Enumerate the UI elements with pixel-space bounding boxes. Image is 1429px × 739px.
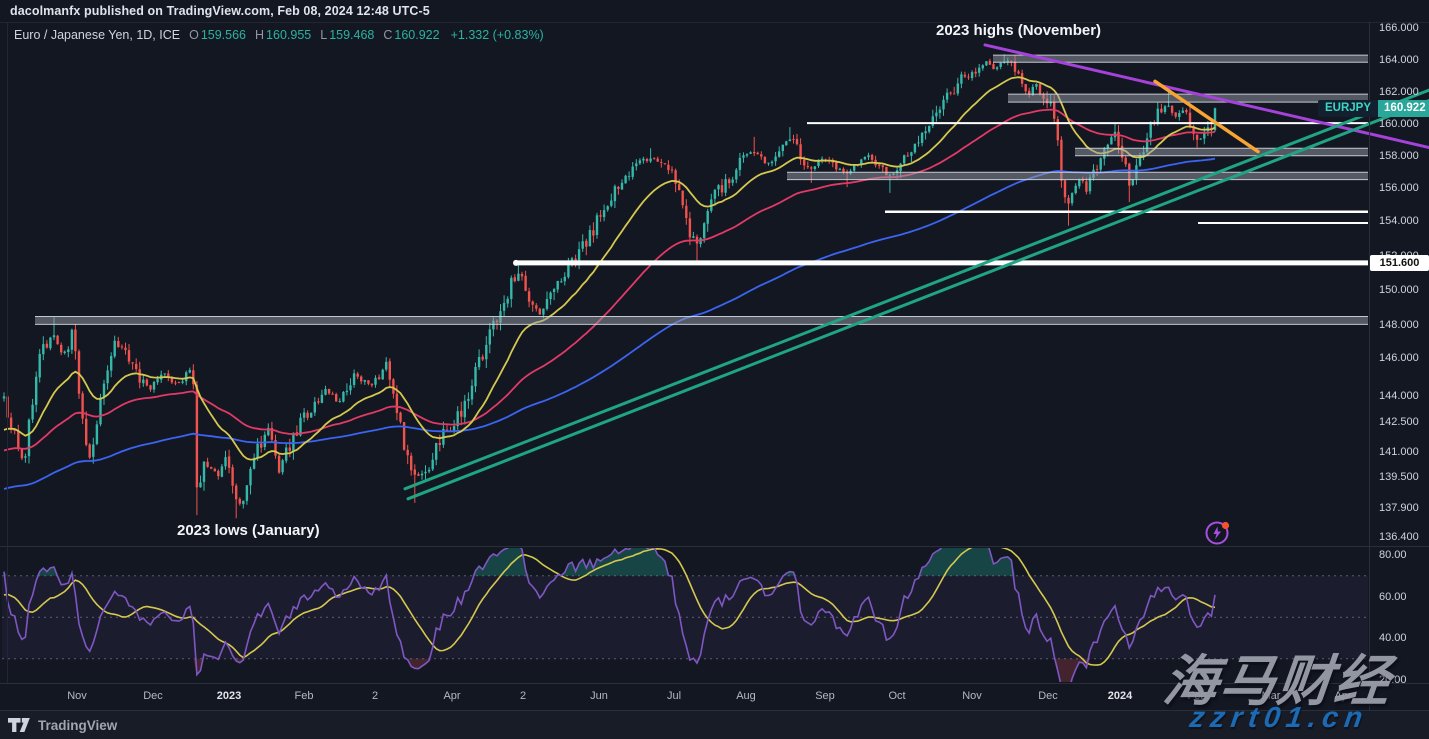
time-axis-month-label: Jun bbox=[590, 690, 608, 702]
indicator-axis-label: 40.00 bbox=[1379, 632, 1407, 644]
up-candle-bodies bbox=[2, 60, 1217, 505]
published-byline: dacolmanfx published on TradingView.com,… bbox=[10, 4, 430, 18]
indicator-axis[interactable]: 80.00 60.00 40.00 20.00 bbox=[1373, 0, 1429, 739]
indicator-axis-label: 20.00 bbox=[1379, 674, 1407, 686]
ascending-channel-upper[interactable] bbox=[403, 88, 1429, 491]
supply-demand-zone[interactable] bbox=[35, 316, 1368, 325]
ohlc-high: H 160.955 bbox=[255, 28, 312, 42]
price-axis-label: 158.000 bbox=[1379, 150, 1419, 162]
price-axis-label: 150.000 bbox=[1379, 284, 1419, 296]
time-axis-month-label: 2 bbox=[519, 690, 527, 702]
time-axis-divider bbox=[0, 683, 1429, 684]
price-axis-label: 162.000 bbox=[1379, 86, 1419, 98]
time-axis-month-label: Apr bbox=[1334, 690, 1352, 702]
ascending-channel-lower[interactable] bbox=[406, 99, 1429, 501]
price-axis-label: 144.000 bbox=[1379, 390, 1419, 402]
flash-icon-notification-dot bbox=[1221, 521, 1230, 530]
price-pane[interactable] bbox=[2, 54, 1368, 519]
footer-bar: TradingView bbox=[0, 710, 1429, 739]
header-divider bbox=[0, 22, 1429, 23]
last-price-symbol: EURJPY bbox=[1318, 100, 1379, 117]
time-axis-month-label: Dec bbox=[143, 690, 163, 702]
price-axis[interactable]: 166.000 164.000 162.000 160.000 158.000 156.0… bbox=[1373, 0, 1429, 739]
pinned-level-price-label: 151.600 bbox=[1370, 255, 1429, 271]
time-axis-month-label: Feb bbox=[294, 690, 314, 702]
drawings-layer[interactable] bbox=[403, 43, 1429, 501]
price-axis-label: 137.900 bbox=[1379, 502, 1419, 514]
lightning-bolt-icon bbox=[1213, 526, 1221, 540]
supply-demand-zone[interactable] bbox=[1075, 148, 1368, 156]
time-axis-month-label: Nov bbox=[962, 690, 982, 702]
flash-icon-circle bbox=[1205, 521, 1229, 545]
pane-divider bbox=[0, 546, 1429, 547]
time-axis-month-label: Sep bbox=[815, 690, 835, 702]
price-axis-label: 139.500 bbox=[1379, 471, 1419, 483]
time-axis-month-label: Mar bbox=[1261, 690, 1281, 702]
time-axis-month-label: Apr bbox=[443, 690, 461, 702]
rsi-smoothing-line[interactable] bbox=[3, 543, 1216, 666]
indicator-axis-label: 60.00 bbox=[1379, 591, 1407, 603]
time-axis-month-label: Dec bbox=[1038, 690, 1058, 702]
slow-ma-line[interactable] bbox=[3, 157, 1216, 490]
supply-demand-zone[interactable] bbox=[1008, 94, 1368, 103]
supply-demand-zone[interactable] bbox=[787, 172, 1368, 180]
price-axis-label: 148.000 bbox=[1379, 319, 1419, 331]
time-axis-year-label: 2023 bbox=[216, 690, 242, 702]
line-endpoint-handle[interactable] bbox=[513, 259, 519, 266]
tradingview-brand-label: TradingView bbox=[38, 718, 118, 733]
last-price-tag: EURJPY 160.922 bbox=[1318, 100, 1429, 117]
axis-vertical-divider bbox=[1369, 22, 1370, 710]
tradingview-brand[interactable]: TradingView bbox=[8, 718, 117, 733]
price-axis-label: 141.000 bbox=[1379, 446, 1419, 458]
time-axis-year-label: 2024 bbox=[1107, 690, 1133, 702]
mid-ma-line[interactable] bbox=[3, 108, 1216, 452]
pane-left-border bbox=[7, 23, 8, 683]
down-candle-bodies bbox=[6, 60, 1213, 504]
bearish-trendline-orange[interactable] bbox=[1153, 79, 1260, 154]
rsi-line[interactable] bbox=[3, 537, 1216, 693]
price-axis-label: 146.000 bbox=[1379, 352, 1419, 364]
ohlc-low: L 159.468 bbox=[320, 28, 375, 42]
annotation-2023-lows: 2023 lows (January) bbox=[177, 522, 320, 539]
time-axis-month-label: Feb bbox=[1187, 690, 1207, 702]
down-candle-wicks bbox=[7, 55, 1212, 519]
watermark-url: zzrt01.cn bbox=[1187, 702, 1371, 734]
time-axis-month-label: Nov bbox=[67, 690, 87, 702]
time-axis-month-label: Jul bbox=[666, 690, 682, 702]
time-axis-month-label: 2 bbox=[371, 690, 379, 702]
rsi-pane[interactable] bbox=[2, 537, 1368, 693]
flash-icon[interactable] bbox=[1203, 518, 1233, 548]
ohlc-open: O 159.566 bbox=[189, 28, 247, 42]
price-axis-label: 136.400 bbox=[1379, 531, 1419, 543]
tradingview-logo-icon bbox=[8, 718, 30, 732]
price-axis-label: 142.500 bbox=[1379, 416, 1419, 428]
last-price-value: 160.922 bbox=[1378, 100, 1429, 117]
rsi-overbought-fill bbox=[4, 548, 1215, 576]
fast-ma-line[interactable] bbox=[3, 76, 1216, 461]
time-axis-month-label: Aug bbox=[736, 690, 756, 702]
indicator-axis-label: 80.00 bbox=[1379, 549, 1407, 561]
daily-change: +1.332 (+0.83%) bbox=[450, 28, 544, 42]
price-axis-label: 166.000 bbox=[1379, 22, 1419, 34]
price-axis-label: 154.000 bbox=[1379, 215, 1419, 227]
price-axis-label: 156.000 bbox=[1379, 182, 1419, 194]
annotation-2023-highs: 2023 highs (November) bbox=[936, 22, 1102, 39]
price-axis-label: 160.000 bbox=[1379, 118, 1419, 130]
price-axis-label: 164.000 bbox=[1379, 54, 1419, 66]
time-axis[interactable]: Nov Dec 2023 Feb 2 Apr 2 Jun Jul Aug Sep Oct Nov Dec 2… bbox=[0, 683, 1429, 710]
time-axis-month-label: Oct bbox=[888, 690, 906, 702]
supply-demand-zone[interactable] bbox=[993, 55, 1368, 63]
symbol-title: Euro / Japanese Yen, 1D, ICE bbox=[14, 28, 181, 42]
ohlc-close: C 160.922 bbox=[383, 28, 440, 42]
